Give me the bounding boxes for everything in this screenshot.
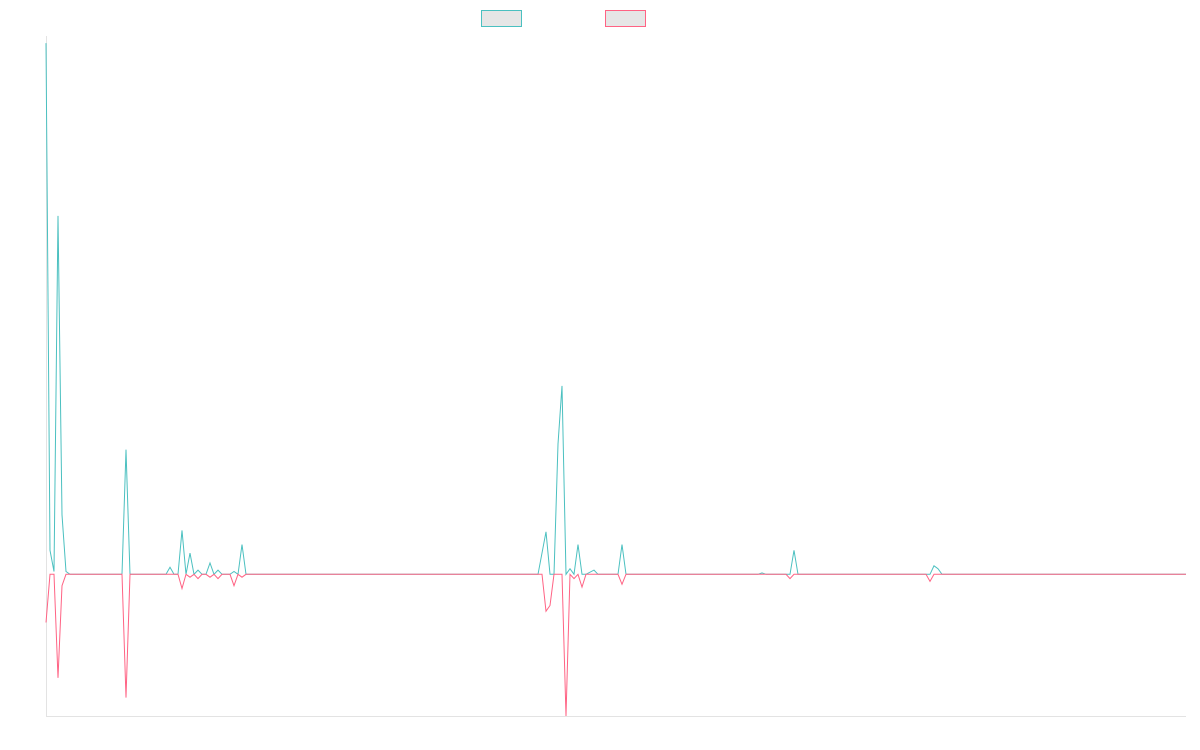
legend-swatch-series-1[interactable] <box>481 10 522 27</box>
legend-swatch-series-2[interactable] <box>605 10 646 27</box>
series-line-2 <box>45 573 1186 717</box>
legend <box>481 10 646 27</box>
series-line-1 <box>45 43 1186 576</box>
